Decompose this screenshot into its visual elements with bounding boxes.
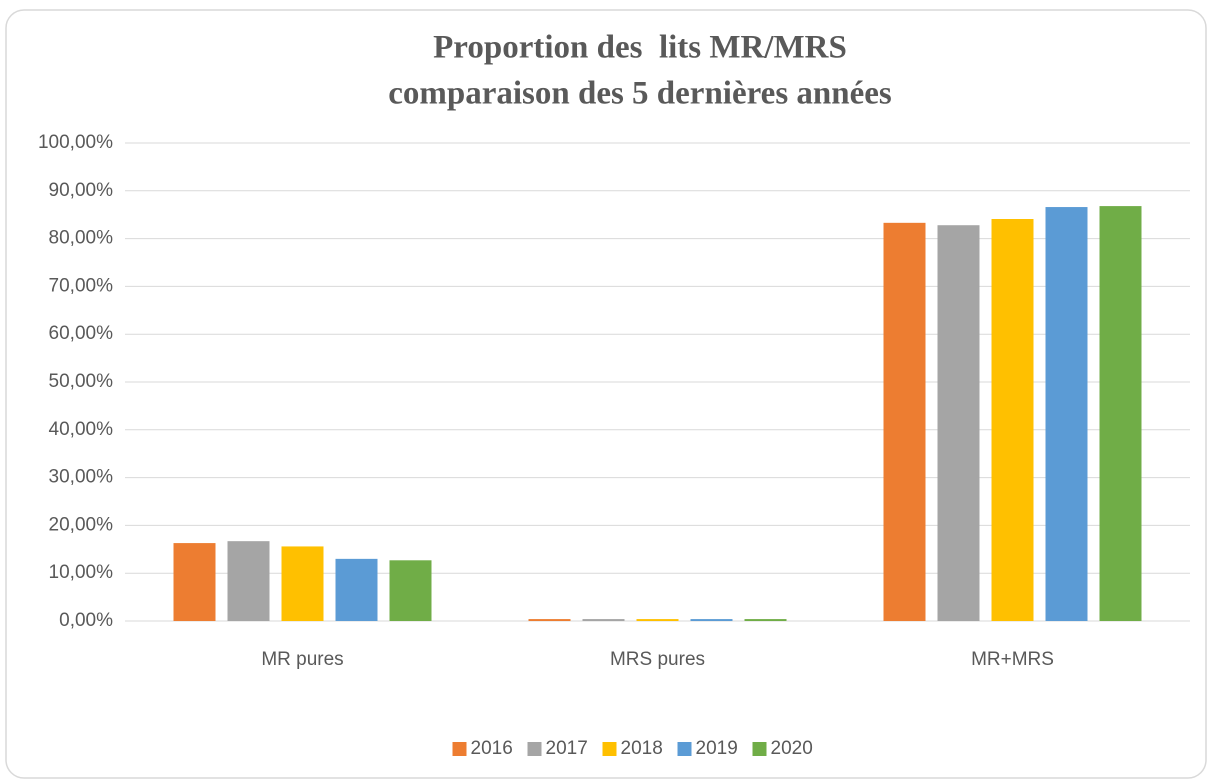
bar xyxy=(636,619,679,621)
y-tick-label: 60,00% xyxy=(49,323,114,344)
bar xyxy=(528,619,571,621)
bar xyxy=(335,558,378,621)
bar xyxy=(1045,207,1088,621)
bar xyxy=(937,225,980,621)
chart-title: Proportion des lits MR/MRS xyxy=(433,30,847,66)
bar xyxy=(389,560,432,621)
bar xyxy=(582,619,625,621)
bar xyxy=(991,219,1034,621)
x-tick-label: MRS pures xyxy=(610,649,705,670)
legend-label: 2018 xyxy=(621,738,663,759)
chart-title: comparaison des 5 dernières années xyxy=(388,76,892,112)
y-tick-label: 0,00% xyxy=(59,610,113,631)
y-tick-label: 40,00% xyxy=(49,419,114,440)
legend-label: 2016 xyxy=(471,738,513,759)
y-tick-label: 90,00% xyxy=(49,180,114,201)
bar xyxy=(1099,206,1142,621)
y-tick-label: 100,00% xyxy=(38,132,113,153)
legend-swatch xyxy=(602,742,617,756)
bar xyxy=(744,619,787,621)
legend-label: 2017 xyxy=(546,738,588,759)
y-tick-label: 80,00% xyxy=(49,228,114,249)
x-tick-label: MR pures xyxy=(261,649,343,670)
legend-label: 2020 xyxy=(771,738,813,759)
bar xyxy=(227,541,270,621)
bar xyxy=(173,543,216,621)
y-tick-label: 70,00% xyxy=(49,275,114,296)
bar xyxy=(883,222,926,622)
legend-swatch xyxy=(527,742,542,756)
legend-swatch xyxy=(752,742,767,756)
legend-swatch xyxy=(677,742,692,756)
legend-label: 2019 xyxy=(696,738,738,759)
y-tick-label: 20,00% xyxy=(49,514,114,535)
legend-swatch xyxy=(452,742,467,756)
y-tick-label: 50,00% xyxy=(49,371,114,392)
x-tick-label: MR+MRS xyxy=(971,649,1054,670)
y-tick-label: 30,00% xyxy=(49,467,114,488)
bar xyxy=(690,619,733,621)
bar xyxy=(281,546,324,621)
y-tick-label: 10,00% xyxy=(49,562,114,583)
